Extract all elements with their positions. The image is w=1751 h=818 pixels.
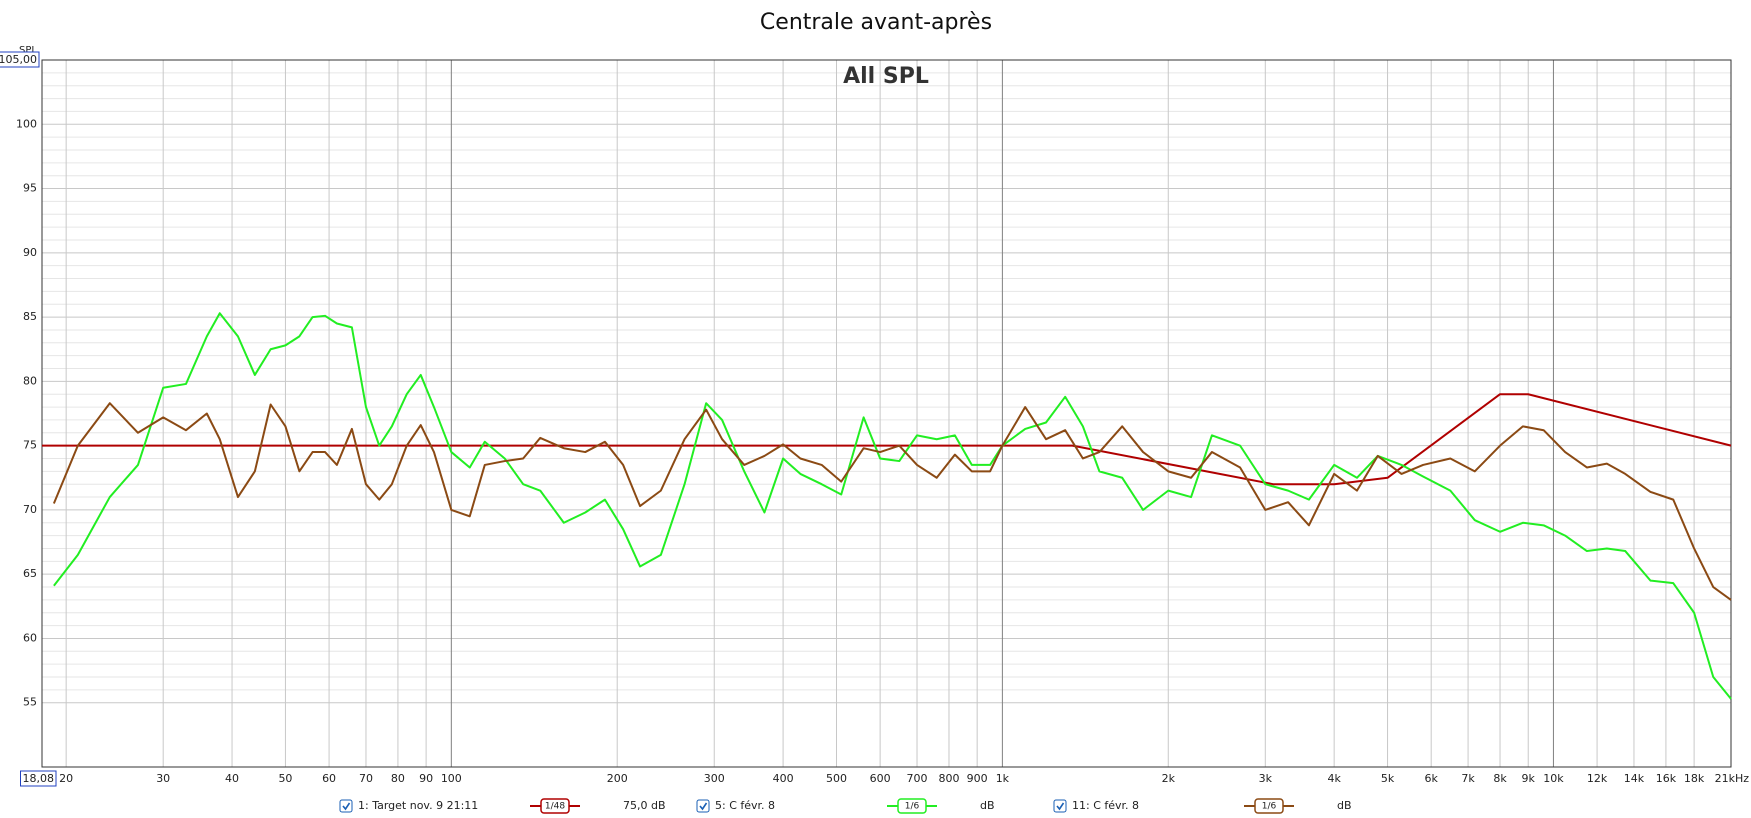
x-tick-label: 6k	[1425, 772, 1439, 785]
x-tick-label: 80	[391, 772, 405, 785]
x-tick-label: 700	[907, 772, 928, 785]
x-tick-label: 18,08	[23, 772, 55, 785]
grid	[41, 59, 1732, 768]
series-line	[52, 402, 1732, 601]
x-tick-label: 900	[967, 772, 988, 785]
y-tick-label: 90	[23, 246, 37, 259]
legend: 1: Target nov. 9 21:11 1/48 75,0 dB 5: C fé…	[339, 798, 1352, 814]
chart-title: Centrale avant-après	[760, 10, 992, 35]
y-axis-label: SPL	[19, 45, 37, 56]
x-tick-label: 7k	[1461, 772, 1475, 785]
checkbox-check[interactable]	[699, 802, 708, 811]
x-tick-label: 18k	[1684, 772, 1705, 785]
series-line	[42, 393, 1732, 486]
legend-label: 1: Target nov. 9 21:11	[358, 799, 478, 812]
y-tick-label: 60	[23, 631, 37, 644]
legend-offset: dB	[1337, 799, 1352, 812]
x-tick-label: 20	[59, 772, 73, 785]
checkbox-check[interactable]	[342, 802, 351, 811]
checkbox-check[interactable]	[1056, 802, 1065, 811]
x-tick-label: 4k	[1327, 772, 1341, 785]
x-tick-label: 30	[156, 772, 170, 785]
x-tick-label: 10k	[1543, 772, 1564, 785]
x-tick-label: 90	[419, 772, 433, 785]
y-tick-label: 55	[23, 696, 37, 709]
smoothing-label: 1/48	[545, 802, 565, 812]
checkbox-box[interactable]	[1053, 799, 1067, 813]
x-tick-label: 16k	[1656, 772, 1677, 785]
x-tick-label: 5k	[1381, 772, 1395, 785]
plot-area	[42, 312, 1732, 700]
y-tick-label: 65	[23, 567, 37, 580]
legend-offset: 75,0 dB	[623, 799, 666, 812]
y-tick-label: 100	[16, 117, 37, 130]
x-tick-label: 40	[225, 772, 239, 785]
plot-frame	[41, 59, 1732, 768]
x-tick-label: 2k	[1162, 772, 1176, 785]
x-tick-label: 12k	[1587, 772, 1608, 785]
x-tick-label: 14k	[1624, 772, 1645, 785]
x-tick-label: 3k	[1259, 772, 1273, 785]
x-tick-label: 500	[826, 772, 847, 785]
x-tick-label: 600	[870, 772, 891, 785]
legend-label: 11: C févr. 8	[1072, 799, 1139, 812]
x-tick-label: 300	[704, 772, 725, 785]
x-tick-label: 800	[938, 772, 959, 785]
x-tick-label: 1k	[996, 772, 1010, 785]
value-box	[0, 51, 40, 68]
checkbox-box[interactable]	[339, 799, 353, 813]
smoothing-label: 1/6	[905, 802, 920, 812]
legend-checkbox[interactable]	[339, 799, 353, 813]
x-tick-label: 8k	[1493, 772, 1507, 785]
legend-offset: dB	[980, 799, 995, 812]
x-tick-label: 400	[773, 772, 794, 785]
y-tick-label: 70	[23, 503, 37, 516]
x-tick-label: 100	[441, 772, 462, 785]
x-tick-label: 50	[278, 772, 292, 785]
smoothing-box[interactable]	[540, 798, 570, 814]
value-box	[20, 770, 57, 787]
legend-checkbox[interactable]	[696, 799, 710, 813]
smoothing-box[interactable]	[897, 798, 927, 814]
legend-label: 5: C févr. 8	[715, 799, 775, 812]
x-tick-label: 70	[359, 772, 373, 785]
y-tick-label: 75	[23, 439, 37, 452]
smoothing-box[interactable]	[1254, 798, 1284, 814]
x-tick-label: 200	[607, 772, 628, 785]
y-tick-label: 95	[23, 182, 37, 195]
series-line	[53, 312, 1732, 700]
legend-checkbox[interactable]	[1053, 799, 1067, 813]
y-tick-label: 85	[23, 310, 37, 323]
chart-subtitle: All SPL	[843, 64, 929, 89]
x-tick-label: 21kHz	[1715, 772, 1750, 785]
y-tick-label: 80	[23, 374, 37, 387]
x-tick-label: 60	[322, 772, 336, 785]
y-tick-label: 105,00	[0, 53, 37, 66]
checkbox-box[interactable]	[696, 799, 710, 813]
smoothing-label: 1/6	[1262, 802, 1277, 812]
x-tick-label: 9k	[1522, 772, 1536, 785]
